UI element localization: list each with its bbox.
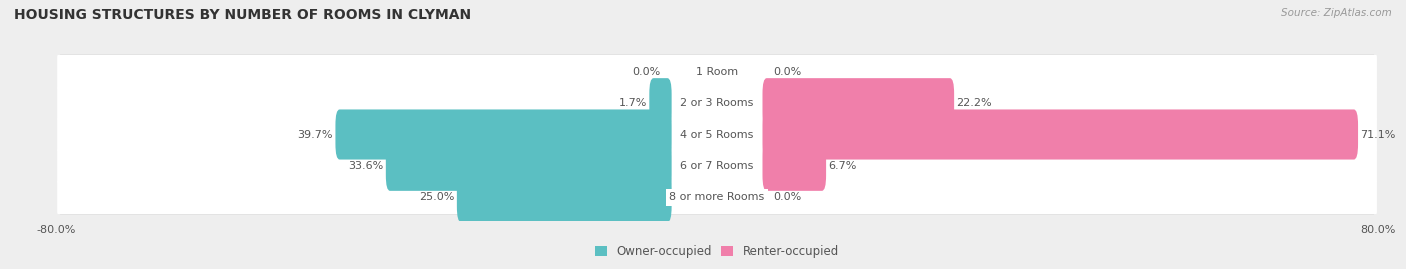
Text: HOUSING STRUCTURES BY NUMBER OF ROOMS IN CLYMAN: HOUSING STRUCTURES BY NUMBER OF ROOMS IN… <box>14 8 471 22</box>
Text: 33.6%: 33.6% <box>349 161 384 171</box>
Text: 0.0%: 0.0% <box>633 67 661 77</box>
FancyBboxPatch shape <box>58 149 1376 183</box>
FancyBboxPatch shape <box>336 109 672 160</box>
Text: 22.2%: 22.2% <box>956 98 993 108</box>
FancyBboxPatch shape <box>59 117 1375 152</box>
FancyBboxPatch shape <box>650 78 672 128</box>
Text: 25.0%: 25.0% <box>419 192 454 202</box>
FancyBboxPatch shape <box>58 86 1376 120</box>
FancyBboxPatch shape <box>762 109 1358 160</box>
FancyBboxPatch shape <box>385 141 672 191</box>
FancyBboxPatch shape <box>59 54 1375 89</box>
Text: 2 or 3 Rooms: 2 or 3 Rooms <box>681 98 754 108</box>
FancyBboxPatch shape <box>457 172 672 222</box>
Text: 1 Room: 1 Room <box>696 67 738 77</box>
FancyBboxPatch shape <box>58 118 1376 151</box>
FancyBboxPatch shape <box>762 78 955 128</box>
Text: 0.0%: 0.0% <box>773 192 801 202</box>
Text: 1.7%: 1.7% <box>619 98 647 108</box>
FancyBboxPatch shape <box>59 180 1375 215</box>
Text: 8 or more Rooms: 8 or more Rooms <box>669 192 765 202</box>
Legend: Owner-occupied, Renter-occupied: Owner-occupied, Renter-occupied <box>595 245 839 258</box>
FancyBboxPatch shape <box>58 180 1376 214</box>
FancyBboxPatch shape <box>59 86 1375 121</box>
Text: 39.7%: 39.7% <box>298 129 333 140</box>
Text: 6.7%: 6.7% <box>828 161 856 171</box>
Text: Source: ZipAtlas.com: Source: ZipAtlas.com <box>1281 8 1392 18</box>
FancyBboxPatch shape <box>762 141 827 191</box>
Text: 6 or 7 Rooms: 6 or 7 Rooms <box>681 161 754 171</box>
FancyBboxPatch shape <box>58 55 1376 89</box>
Text: 4 or 5 Rooms: 4 or 5 Rooms <box>681 129 754 140</box>
Text: 71.1%: 71.1% <box>1361 129 1396 140</box>
Text: 0.0%: 0.0% <box>773 67 801 77</box>
FancyBboxPatch shape <box>59 148 1375 183</box>
